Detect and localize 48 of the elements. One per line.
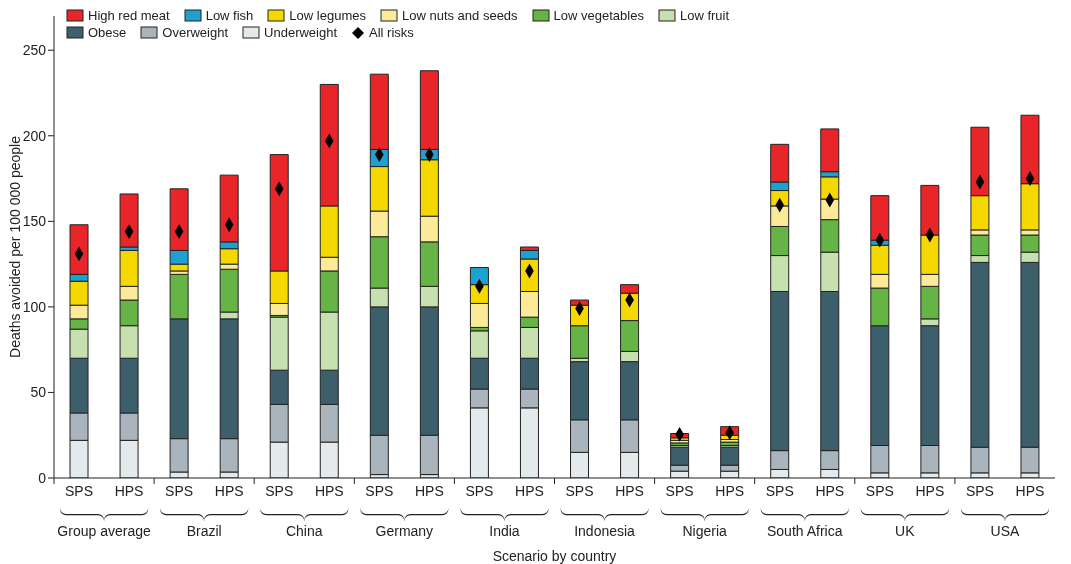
y-tick-label: 150	[22, 213, 47, 230]
text: UK	[895, 523, 916, 539]
y-tick-label: 250	[22, 42, 47, 59]
x-tick-label: HPS	[214, 482, 244, 499]
x-tick-label: HPS	[515, 482, 544, 499]
x-tick-label: HPS	[715, 482, 745, 499]
x-tick-label: HPS	[1015, 482, 1045, 499]
x-tick-label: SPS	[465, 482, 494, 499]
text: Germany	[375, 523, 434, 539]
x-tick-label: HPS	[114, 482, 144, 499]
x-tick-label: SPS	[965, 482, 994, 499]
text: South Africa	[767, 523, 843, 539]
legend-label: Obese	[88, 25, 127, 40]
legend-label: Overweight	[162, 25, 229, 40]
x-axis-title: Scenario by country	[492, 548, 617, 564]
y-tick-label: 50	[30, 384, 47, 401]
y-tick-label: 100	[22, 298, 47, 315]
x-tick-label: HPS	[414, 482, 444, 499]
legend-label: Low legumes	[289, 8, 366, 23]
legend-label: Low fish	[205, 8, 254, 23]
legend-label: Low vegetables	[553, 8, 644, 23]
x-tick-label: HPS	[615, 482, 644, 499]
text: India	[489, 523, 520, 539]
legend-label: Low nuts and seeds	[401, 8, 518, 23]
x-tick-label: SPS	[765, 482, 794, 499]
y-axis-title: Deaths avoided per 100 000 people	[7, 135, 23, 358]
x-tick-label: SPS	[565, 482, 594, 499]
legend-label: High red meat	[88, 8, 170, 23]
y-tick-label: 0	[38, 469, 47, 486]
x-tick-label: SPS	[865, 482, 894, 499]
text: Group average	[57, 523, 151, 539]
x-tick-label: HPS	[915, 482, 945, 499]
x-tick-label: SPS	[665, 482, 694, 499]
text: China	[285, 523, 323, 539]
text: Indonesia	[574, 523, 636, 539]
x-tick-label: SPS	[365, 482, 394, 499]
legend-label: Low fruit	[679, 8, 730, 23]
x-tick-label: HPS	[815, 482, 845, 499]
x-tick-label: SPS	[65, 482, 94, 499]
text: Brazil	[186, 523, 222, 539]
text: Nigeria	[682, 523, 728, 539]
x-tick-label: SPS	[265, 482, 294, 499]
x-tick-label: HPS	[314, 482, 344, 499]
text: USA	[990, 523, 1020, 539]
legend-label: Underweight	[264, 25, 338, 40]
legend-label: All risks	[369, 25, 414, 40]
x-tick-label: SPS	[165, 482, 194, 499]
y-tick-label: 200	[22, 127, 47, 144]
